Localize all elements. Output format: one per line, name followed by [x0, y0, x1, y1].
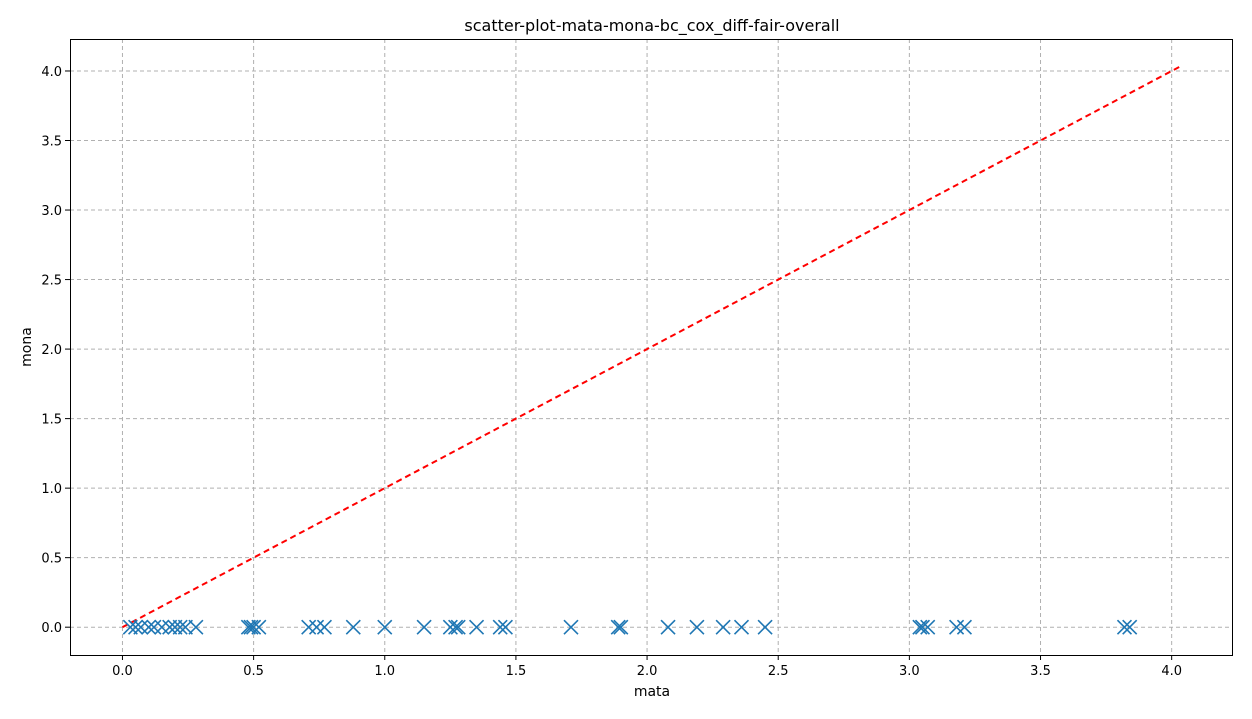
data-point [1122, 619, 1138, 635]
scatter-points [122, 619, 1138, 635]
data-point [949, 619, 965, 635]
data-point [146, 619, 162, 635]
data-point [301, 619, 317, 635]
data-point [914, 619, 931, 635]
x-tick-label: 3.5 [1030, 664, 1051, 679]
data-point [492, 619, 508, 635]
data-point [141, 619, 157, 635]
data-point [167, 619, 183, 635]
data-point [122, 619, 138, 635]
data-point [450, 619, 466, 635]
data-point [345, 619, 361, 635]
x-axis-label: mata [634, 684, 670, 700]
data-point [469, 619, 485, 635]
data-point [251, 619, 267, 635]
data-point [243, 619, 259, 635]
data-point [162, 619, 178, 635]
data-point [715, 619, 731, 635]
data-point [188, 619, 204, 635]
data-point [920, 619, 936, 635]
data-point [757, 619, 773, 635]
data-point [246, 619, 262, 635]
y-tick-label: 0.5 [41, 552, 62, 567]
y-tick-label: 3.0 [41, 204, 62, 219]
data-point [497, 619, 513, 635]
x-tick-label: 0.0 [112, 664, 133, 679]
y-tick-label: 0.0 [41, 621, 62, 636]
data-point [128, 619, 144, 635]
x-tick-label: 0.5 [243, 664, 264, 679]
x-tick-label: 2.5 [768, 664, 789, 679]
y-tick-label: 1.0 [41, 482, 62, 497]
data-point [956, 619, 973, 635]
data-point [448, 619, 464, 635]
data-point [177, 619, 193, 635]
plot-frame [70, 39, 1233, 656]
data-point [689, 619, 705, 635]
y-tick-label: 1.5 [41, 413, 62, 428]
data-point [610, 619, 626, 635]
data-point [172, 619, 188, 635]
data-point [912, 619, 928, 635]
grid [70, 39, 1232, 655]
y-tick-label: 3.5 [41, 135, 62, 150]
data-point [563, 619, 579, 635]
data-point [660, 619, 676, 635]
y-tick-label: 2.0 [41, 343, 62, 358]
x-tick-label: 2.0 [637, 664, 658, 679]
x-tick-label: 3.0 [899, 664, 920, 679]
data-point [316, 619, 332, 635]
data-point [133, 619, 149, 635]
x-tick-label: 1.5 [506, 664, 527, 679]
data-point [308, 619, 325, 635]
data-point [154, 619, 170, 635]
data-point [613, 619, 629, 635]
data-point [1116, 619, 1133, 635]
y-tick-label: 2.5 [41, 274, 62, 289]
data-point [733, 619, 750, 635]
reference-line-group [121, 65, 1181, 629]
x-tick-label: 1.0 [374, 664, 395, 679]
x-tick-label: 4.0 [1161, 664, 1182, 679]
reference-line [121, 65, 1181, 629]
data-point [240, 619, 256, 635]
chart-title: scatter-plot-mata-mona-bc_cox_diff-fair-… [464, 16, 839, 36]
data-point [442, 619, 458, 635]
data-point [377, 619, 393, 635]
y-tick-label: 4.0 [41, 65, 62, 80]
data-point [416, 619, 432, 635]
y-axis-label: mona [19, 327, 35, 367]
